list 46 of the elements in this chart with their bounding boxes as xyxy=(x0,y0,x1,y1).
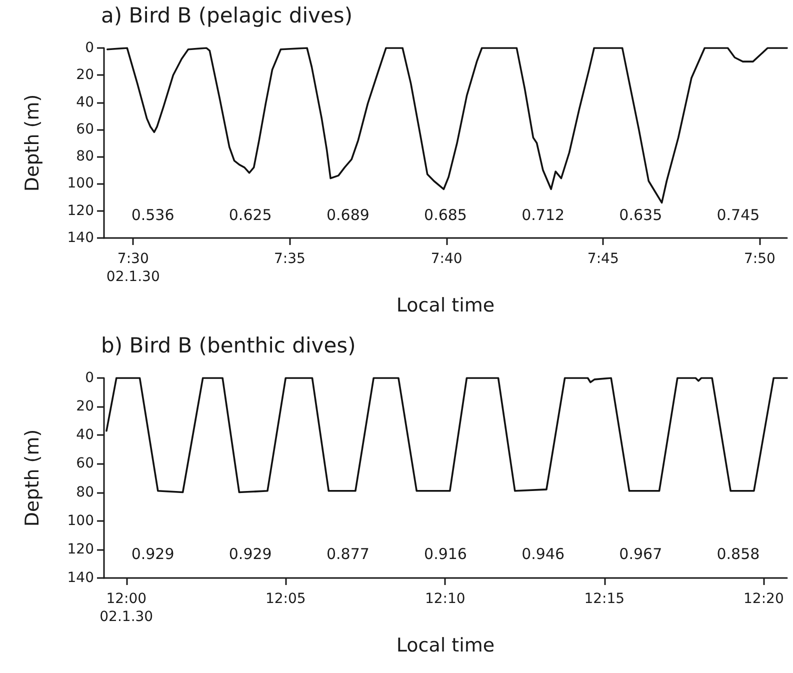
annotation: 0.625 xyxy=(228,206,272,224)
annotation: 0.877 xyxy=(326,545,370,563)
y-tick-label: 100 xyxy=(67,176,94,192)
y-axis-title: Depth (m) xyxy=(22,94,44,192)
y-tick-label: 20 xyxy=(76,67,94,84)
y-tick-label: 20 xyxy=(76,398,94,415)
chart-title: a) Bird B (pelagic dives) xyxy=(101,4,353,28)
y-tick-label: 140 xyxy=(67,570,94,586)
annotation: 0.916 xyxy=(424,545,467,563)
annotation: 0.712 xyxy=(522,206,565,224)
y-tick-label: 80 xyxy=(76,484,94,500)
y-tick-label: 140 xyxy=(67,230,94,246)
x-tick-label: 7:35 xyxy=(274,251,306,267)
chart-title: b) Bird B (benthic dives) xyxy=(101,334,356,358)
x-tick-label: 12:20 xyxy=(743,591,784,607)
y-tick-label: 80 xyxy=(76,148,94,165)
y-tick-label: 40 xyxy=(76,427,94,444)
y-tick-label: 60 xyxy=(76,121,94,138)
annotation: 0.689 xyxy=(326,206,370,224)
annotation: 0.946 xyxy=(522,545,565,563)
annotation: 0.858 xyxy=(716,545,760,563)
y-tick-label: 0 xyxy=(85,370,94,386)
y-tick-label: 100 xyxy=(67,512,94,529)
y-axis-title: Depth (m) xyxy=(22,429,44,527)
y-tick-label: 120 xyxy=(67,541,94,558)
y-tick-label: 60 xyxy=(76,456,94,472)
annotation: 0.745 xyxy=(716,206,760,224)
x-axis-title: Local time xyxy=(396,294,495,316)
annotation: 0.685 xyxy=(424,206,467,224)
x-tick-label: 12:15 xyxy=(584,591,625,607)
annotation: 0.536 xyxy=(131,206,174,224)
annotation: 0.635 xyxy=(619,206,662,224)
x-tick-label: 7:45 xyxy=(587,251,619,267)
x-tick-label: 12:05 xyxy=(265,591,306,607)
x-tick-label: 7:40 xyxy=(430,251,462,267)
y-tick-label: 120 xyxy=(67,202,94,219)
annotation: 0.929 xyxy=(131,545,174,563)
x-axis-title: Local time xyxy=(396,634,495,656)
annotation: 0.929 xyxy=(228,545,272,563)
x-tick-label: 12:10 xyxy=(424,591,466,607)
x-tick-label: 7:30 02.1.30 xyxy=(106,251,160,285)
x-tick-label: 12:00 02.1.30 xyxy=(100,591,154,625)
annotation: 0.967 xyxy=(619,545,662,563)
y-tick-label: 40 xyxy=(76,94,94,110)
x-tick-label: 7:50 xyxy=(744,251,776,267)
y-tick-label: 0 xyxy=(85,40,94,56)
